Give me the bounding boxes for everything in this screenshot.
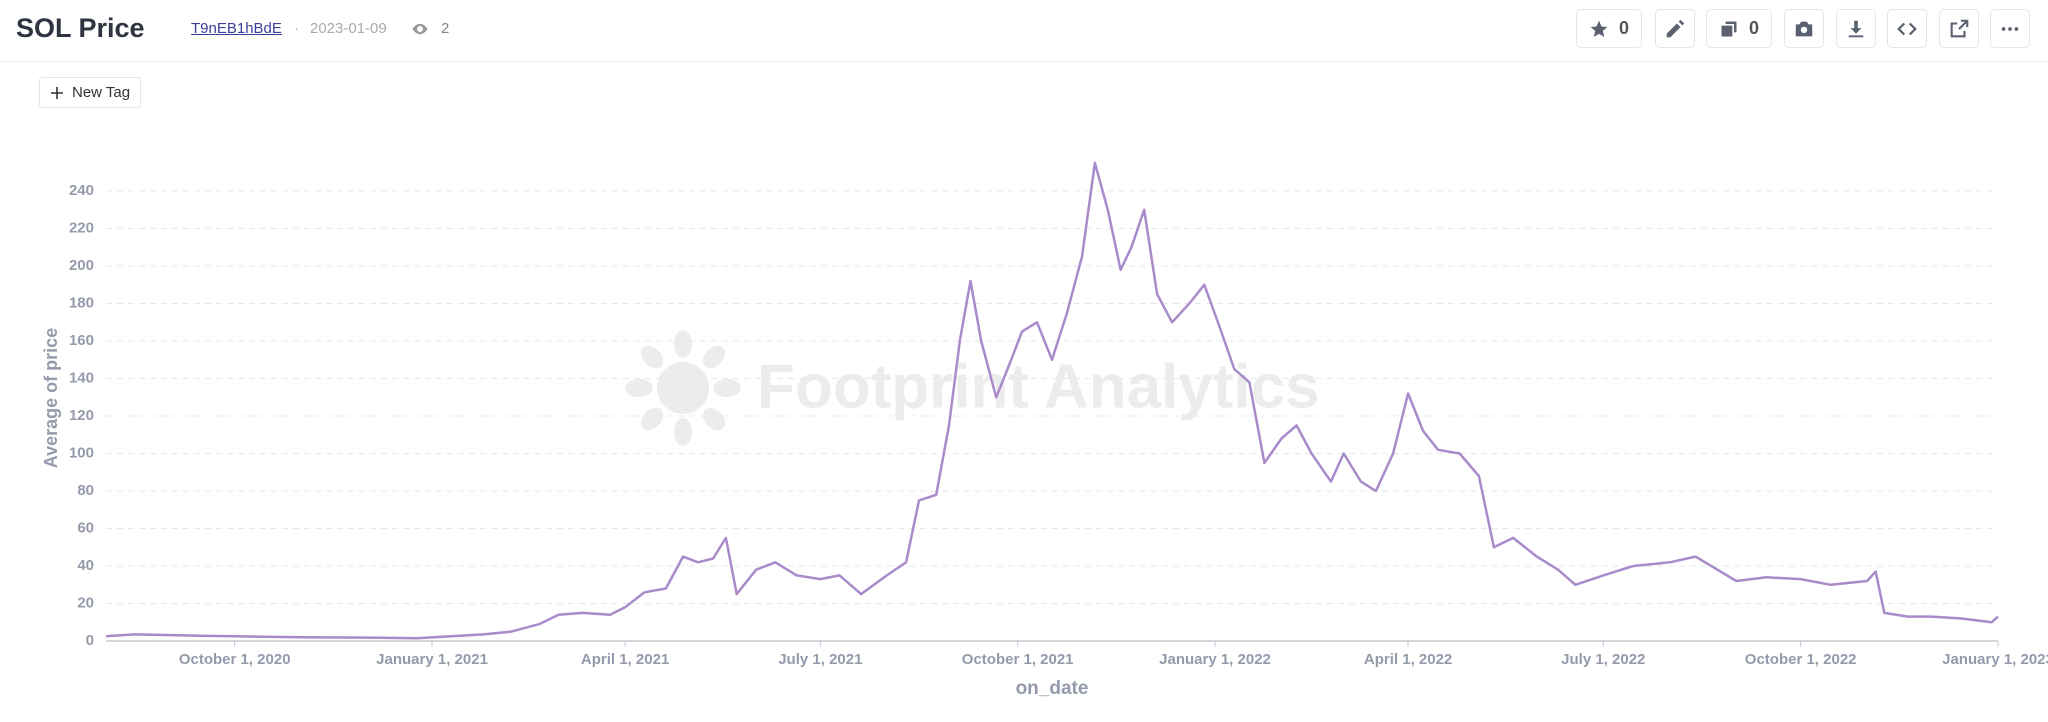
y-tick-label: 200 [69, 257, 94, 274]
copies-count: 0 [1748, 18, 1759, 38]
y-tick-label: 40 [77, 557, 94, 574]
favorite-button[interactable]: 0 [1576, 9, 1642, 48]
y-axis-title: Average of price [41, 328, 61, 468]
separator: · [294, 20, 299, 37]
creator-link[interactable]: T9nEB1hBdE [191, 20, 282, 37]
x-tick-label: October 1, 2021 [962, 651, 1074, 668]
x-tick-label: January 1, 2021 [376, 651, 488, 668]
views-count: 2 [441, 20, 450, 37]
y-tick-label: 180 [69, 294, 94, 311]
y-tick-label: 120 [69, 407, 94, 424]
duplicate-button[interactable]: 0 [1706, 9, 1772, 48]
y-tick-label: 140 [69, 369, 94, 386]
watermark-icon [625, 330, 741, 446]
y-tick-label: 20 [77, 594, 94, 611]
embed-button[interactable] [1887, 9, 1927, 48]
y-tick-label: 220 [69, 219, 94, 236]
download-button[interactable] [1836, 9, 1876, 48]
snapshot-button[interactable] [1784, 9, 1824, 48]
new-tag-button[interactable]: New Tag [39, 77, 141, 108]
x-axis-title: on_date [1016, 678, 1089, 699]
x-tick-label: January 1, 2023 [1942, 651, 2048, 668]
more-button[interactable] [1990, 9, 2030, 48]
x-tick-label: January 1, 2022 [1159, 651, 1271, 668]
y-tick-label: 60 [77, 519, 94, 536]
x-tick-label: April 1, 2021 [581, 651, 669, 668]
page-title: SOL Price [16, 13, 145, 43]
x-tick-label: July 1, 2022 [1561, 651, 1645, 668]
header: SOL Price T9nEB1hBdE · 2023-01-09 2 0 0 [0, 0, 2048, 62]
x-tick-label: October 1, 2022 [1745, 651, 1857, 668]
views-icon [412, 23, 428, 35]
y-tick-label: 80 [77, 482, 94, 499]
x-tick-label: July 1, 2021 [778, 651, 862, 668]
y-tick-label: 0 [86, 632, 94, 649]
new-tag-label: New Tag [72, 84, 131, 101]
price-line [105, 161, 1999, 640]
watermark-text: Footprint Analytics [757, 352, 1320, 421]
edit-button[interactable] [1655, 9, 1695, 48]
x-tick-label: October 1, 2020 [179, 651, 291, 668]
x-tick-label: April 1, 2022 [1364, 651, 1452, 668]
y-tick-label: 240 [69, 182, 94, 199]
favorite-count: 0 [1618, 18, 1629, 38]
date: 2023-01-09 [310, 20, 387, 37]
y-tick-label: 160 [69, 332, 94, 349]
y-tick-label: 100 [69, 444, 94, 461]
share-button[interactable] [1939, 9, 1979, 48]
